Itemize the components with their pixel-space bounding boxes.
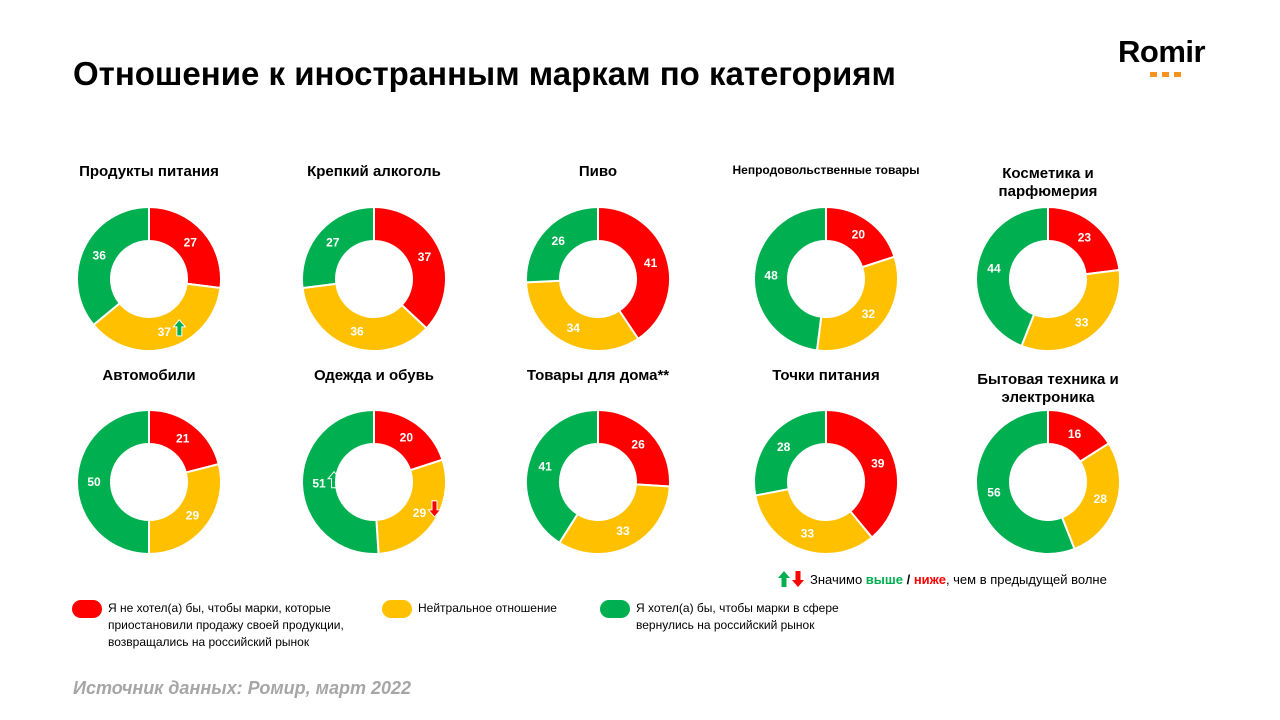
legend-label: Я не хотел(а) бы, чтобы марки, которые п… xyxy=(108,601,344,649)
donut-segment-neutral xyxy=(148,462,222,556)
logo-dots xyxy=(1150,72,1181,77)
chart-title: Косметика и парфюмерия xyxy=(998,165,1098,200)
sig-lower: ниже xyxy=(913,571,946,587)
chart-title: Автомобили xyxy=(102,367,196,384)
donut-segment-neutral xyxy=(815,255,899,352)
donut-segment-negative xyxy=(597,205,671,341)
donut-segment-neutral xyxy=(558,483,671,555)
data-label: 20 xyxy=(400,431,414,445)
data-label: 33 xyxy=(1075,315,1089,329)
chart-title: Крепкий алкоголь xyxy=(307,163,441,180)
donut-segment-positive xyxy=(301,408,380,555)
data-label: 21 xyxy=(176,432,190,446)
chart-title: Продукты питания xyxy=(79,163,219,180)
data-label: 36 xyxy=(93,249,107,263)
sig-prefix: Значимо xyxy=(810,571,866,587)
data-label: 41 xyxy=(644,256,658,270)
data-label: 29 xyxy=(413,506,427,520)
donut-segment-neutral xyxy=(92,282,222,352)
donut-segment-positive xyxy=(753,408,827,497)
data-label: 48 xyxy=(764,269,778,283)
data-label: 36 xyxy=(350,324,364,338)
data-label: 39 xyxy=(871,456,885,470)
chart-title: Непродовольственные товары xyxy=(732,163,920,177)
donut-segment-negative xyxy=(148,205,222,290)
donut-segment-neutral xyxy=(301,282,428,352)
chart-title: Товары для дома** xyxy=(526,367,670,384)
legend-neutral: Нейтральное отношение xyxy=(382,600,592,618)
data-label: 20 xyxy=(852,228,866,242)
data-label: 41 xyxy=(539,460,553,474)
donut-segment-positive xyxy=(753,205,827,352)
up-down-arrows-icon xyxy=(778,571,804,587)
data-label: 28 xyxy=(777,440,791,454)
data-label: 27 xyxy=(184,236,198,250)
chart-title: Бытовая техника и электроника xyxy=(977,371,1119,406)
legend-swatch-yellow xyxy=(382,600,412,618)
data-label: 37 xyxy=(158,325,172,339)
arrow-down-icon xyxy=(427,500,442,518)
data-label: 50 xyxy=(87,475,101,489)
donut-segment-positive xyxy=(525,408,599,545)
data-label: 51 xyxy=(312,477,326,491)
donut-segment-positive xyxy=(76,408,150,556)
data-label: 34 xyxy=(567,321,581,335)
chart-title: Точки питания xyxy=(772,367,880,384)
donut-segment-neutral xyxy=(1060,442,1121,551)
data-label: 16 xyxy=(1068,427,1082,441)
legend-swatch-green xyxy=(600,600,630,618)
donut-segment-neutral xyxy=(525,279,640,352)
data-label: 32 xyxy=(862,307,876,321)
legend-label: Я хотел(а) бы, чтобы марки в сфере верну… xyxy=(636,601,839,632)
arrow-up-icon xyxy=(326,470,342,489)
data-label: 27 xyxy=(326,236,340,250)
legend-positive: Я хотел(а) бы, чтобы марки в сфере верну… xyxy=(600,600,870,634)
donut-segment-neutral xyxy=(375,458,447,555)
donut-segment-negative xyxy=(373,205,447,330)
data-label: 37 xyxy=(418,250,432,264)
significance-note: Значимо выше / ниже, чем в предыдущей во… xyxy=(778,570,1107,588)
donut-segment-positive xyxy=(525,205,599,284)
donut-segment-neutral xyxy=(754,487,874,555)
logo-text: Romir xyxy=(1118,34,1206,69)
donut-segment-positive xyxy=(301,205,375,290)
legend-label: Нейтральное отношение xyxy=(418,601,557,615)
donut-segment-negative xyxy=(825,408,899,539)
arrow-up-icon xyxy=(172,319,187,337)
romir-logo: Romir xyxy=(1118,34,1228,78)
sig-sep: / xyxy=(902,571,914,587)
donut-segment-neutral xyxy=(1020,268,1121,352)
donut-segment-positive xyxy=(76,205,150,327)
data-label: 26 xyxy=(631,437,645,451)
chart-title: Одежда и обувь xyxy=(313,367,435,384)
donut-segment-positive xyxy=(975,408,1076,555)
data-label: 56 xyxy=(987,485,1001,499)
legend-swatch-red xyxy=(72,600,102,618)
data-label: 33 xyxy=(616,524,630,538)
data-label: 28 xyxy=(1094,492,1108,506)
source-note: Источник данных: Ромир, март 2022 xyxy=(73,678,412,698)
page-title: Отношение к иностранным маркам по катего… xyxy=(73,55,896,92)
chart-title: Пиво xyxy=(578,163,618,180)
sig-suffix: , чем в предыдущей волне xyxy=(945,571,1107,587)
data-label: 33 xyxy=(801,527,815,541)
data-label: 44 xyxy=(987,262,1001,276)
donut-segment-positive xyxy=(975,205,1049,348)
legend-negative: Я не хотел(а) бы, чтобы марки, которые п… xyxy=(72,600,382,651)
sig-higher: выше xyxy=(865,571,903,587)
data-label: 26 xyxy=(552,234,566,248)
data-label: 23 xyxy=(1078,231,1092,245)
data-label: 29 xyxy=(186,509,200,523)
